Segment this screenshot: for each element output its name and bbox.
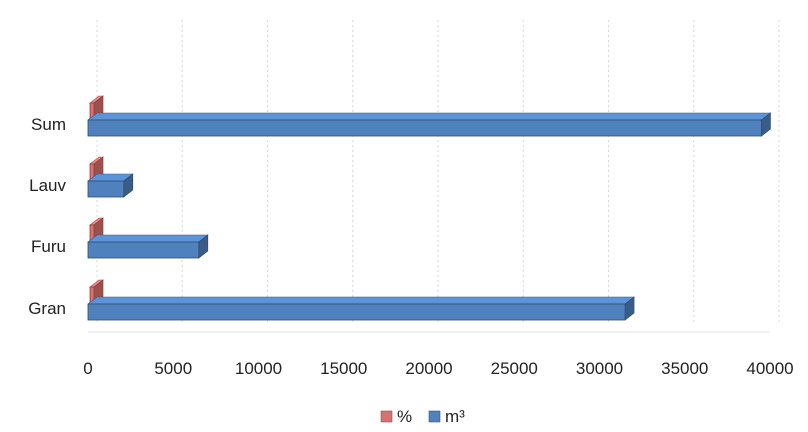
x-tick-label: 40000 xyxy=(746,359,793,378)
x-tick-label: 25000 xyxy=(491,359,538,378)
x-tick-label: 35000 xyxy=(661,359,708,378)
x-tick-label: 20000 xyxy=(405,359,452,378)
category-label-lauv: Lauv xyxy=(29,176,66,195)
bar-m3-gran xyxy=(87,296,635,321)
x-tick-label: 30000 xyxy=(576,359,623,378)
legend-swatch xyxy=(380,410,393,423)
category-label-gran: Gran xyxy=(28,299,66,318)
legend-item: % xyxy=(380,407,412,426)
legend-label: % xyxy=(397,407,412,426)
bar-m3-lauv xyxy=(87,173,134,198)
x-tick-label: 10000 xyxy=(235,359,282,378)
x-tick-label: 15000 xyxy=(320,359,367,378)
x-tick-labels: 0 5000 10000 15000 20000 25000 30000 35000 40000 xyxy=(83,359,793,378)
legend-item: m³ xyxy=(428,407,465,426)
legend-label: m³ xyxy=(445,407,465,426)
category-labels: Sum Lauv Furu Gran xyxy=(28,115,66,318)
x-tick-label: 0 xyxy=(83,359,92,378)
gridlines xyxy=(96,20,780,325)
category-label-furu: Furu xyxy=(31,237,66,256)
bar-m3-furu xyxy=(87,234,209,259)
legend-swatch xyxy=(428,410,441,423)
x-tick-label: 5000 xyxy=(154,359,192,378)
bar-m3-sum xyxy=(87,112,772,137)
legend: % m³ xyxy=(380,407,465,426)
category-label-sum: Sum xyxy=(31,115,66,134)
bars xyxy=(87,95,772,321)
